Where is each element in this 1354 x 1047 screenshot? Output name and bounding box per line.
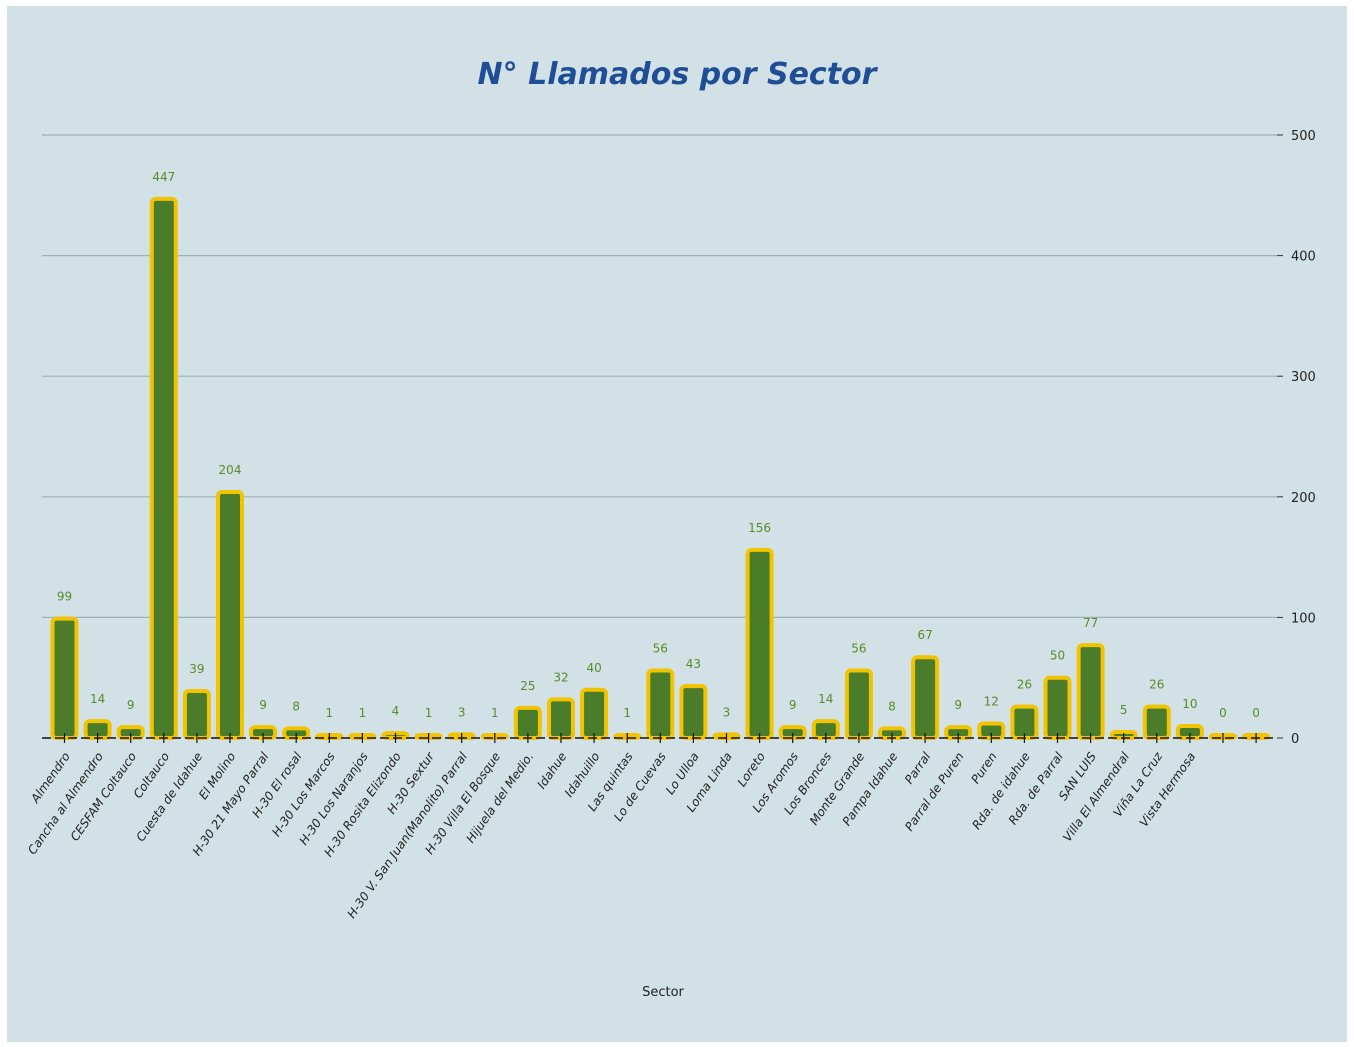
x-axis-title: Sector: [642, 985, 684, 1000]
data-label: 14: [90, 692, 105, 706]
data-label: 1: [325, 706, 333, 720]
bar: [679, 684, 708, 741]
data-label: 56: [851, 641, 866, 655]
y-tick-label: 200: [1291, 491, 1316, 506]
bar: [149, 196, 178, 740]
data-label: 1: [491, 706, 499, 720]
data-label: 156: [748, 521, 771, 535]
data-label: 25: [520, 679, 535, 693]
data-label: 9: [259, 698, 267, 712]
y-tick-label: 0: [1291, 732, 1299, 747]
data-label: 4: [392, 704, 400, 718]
data-label: 9: [789, 698, 797, 712]
data-label: 10: [1182, 697, 1197, 711]
data-label: 5: [1120, 703, 1128, 717]
data-label: 1: [623, 706, 631, 720]
data-label: 3: [723, 705, 731, 719]
bar: [745, 547, 774, 741]
y-tick-label: 500: [1291, 129, 1316, 144]
bar: [1043, 675, 1072, 741]
category-label: Parral: [902, 749, 934, 786]
y-tick-label: 300: [1291, 370, 1316, 385]
chart-panel: N° Llamados por Sector 0 100 200 300 400 500 …: [7, 6, 1347, 1042]
data-label: 8: [888, 699, 896, 713]
bar: [911, 655, 940, 740]
data-label: 3: [458, 705, 466, 719]
bar-chart: N° Llamados por Sector 0100200300400500 …: [25, 57, 1316, 1000]
bars: [50, 196, 1271, 741]
bar: [182, 688, 211, 741]
data-label: 77: [1083, 616, 1098, 630]
category-label: Loreto: [735, 750, 768, 789]
data-label: 26: [1017, 678, 1032, 692]
chart-title: N° Llamados por Sector: [478, 57, 879, 92]
data-label: 8: [292, 699, 300, 713]
data-label: 50: [1050, 649, 1065, 663]
data-label: 26: [1149, 678, 1164, 692]
bar: [1076, 643, 1105, 740]
x-axis: [42, 733, 1277, 743]
data-label: 43: [686, 657, 701, 671]
data-label: 14: [818, 692, 833, 706]
data-label: 67: [917, 628, 932, 642]
category-label: Idahue: [534, 750, 569, 792]
data-label: 99: [57, 590, 72, 604]
data-label: 204: [219, 463, 242, 477]
y-tick-label: 400: [1291, 250, 1316, 265]
y-tick-label: 100: [1291, 611, 1316, 626]
category-label: Parral de Puren: [902, 750, 967, 834]
data-label: 1: [359, 706, 367, 720]
category-label: Puren: [968, 750, 999, 787]
data-label: 32: [553, 670, 568, 684]
bar: [216, 489, 244, 741]
data-label: 0: [1219, 706, 1227, 720]
data-label: 12: [984, 695, 999, 709]
data-label: 447: [152, 170, 175, 184]
bar: [844, 668, 873, 740]
bar: [646, 668, 675, 740]
data-label: 9: [954, 698, 962, 712]
data-label: 40: [586, 661, 601, 675]
bar: [547, 697, 575, 741]
data-label: 56: [653, 641, 668, 655]
bar: [580, 687, 609, 741]
data-label: 9: [127, 698, 135, 712]
bar: [50, 616, 79, 741]
data-label: 0: [1252, 706, 1260, 720]
data-label: 1: [425, 706, 433, 720]
data-label: 39: [189, 662, 204, 676]
